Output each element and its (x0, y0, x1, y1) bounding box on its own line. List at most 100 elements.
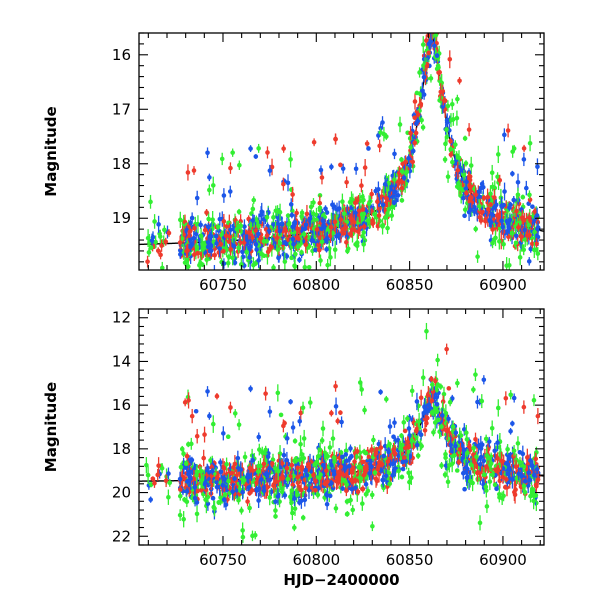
data-point (505, 229, 510, 234)
data-point (437, 70, 442, 75)
data-point (145, 259, 150, 264)
data-point (341, 211, 347, 216)
data-point (442, 472, 448, 478)
data-point (177, 512, 183, 518)
data-point (266, 228, 272, 234)
data-point (179, 236, 185, 241)
data-point (384, 134, 389, 139)
data-point (468, 163, 474, 168)
data-point (324, 492, 329, 498)
data-point (311, 139, 317, 145)
data-point (319, 438, 325, 443)
data-point (511, 197, 517, 203)
data-point (270, 457, 276, 463)
data-point (376, 441, 382, 447)
data-point (182, 400, 188, 405)
data-point (392, 151, 397, 157)
data-point (455, 96, 460, 102)
data-point (513, 240, 519, 246)
data-point (293, 251, 298, 257)
data-point (369, 492, 375, 498)
data-point (185, 170, 191, 175)
data-point (448, 117, 454, 123)
data-points (139, 33, 544, 270)
data-point (163, 239, 169, 245)
data-point (428, 76, 434, 81)
data-point (230, 150, 235, 155)
data-point (267, 409, 273, 414)
data-point (248, 146, 253, 151)
data-point (505, 128, 511, 133)
data-point (267, 168, 273, 173)
data-point (400, 466, 406, 472)
data-point (158, 252, 163, 258)
data-point (462, 486, 467, 492)
data-point (292, 219, 298, 225)
data-point (223, 233, 229, 239)
data-point (433, 378, 438, 384)
data-point (295, 462, 301, 467)
data-point (291, 241, 296, 247)
data-point (373, 476, 379, 482)
data-point (276, 253, 282, 259)
data-point (344, 458, 349, 464)
data-point (253, 228, 259, 234)
data-point (281, 452, 287, 458)
data-point (344, 179, 349, 185)
data-point (495, 174, 500, 180)
data-point (359, 387, 364, 392)
data-point (256, 146, 261, 151)
data-point (299, 250, 304, 255)
data-point (532, 247, 537, 253)
data-point (290, 425, 296, 430)
data-point (159, 243, 164, 248)
data-point (477, 520, 483, 526)
data-point (187, 229, 193, 235)
data-point (535, 251, 541, 256)
data-point (273, 499, 278, 504)
data-point (181, 451, 186, 457)
data-point (257, 447, 262, 452)
data-point (448, 152, 454, 157)
data-point (375, 199, 380, 205)
data-point (256, 223, 261, 229)
data-point (314, 217, 319, 223)
data-point (392, 189, 398, 195)
data-point (464, 190, 469, 196)
data-point (361, 230, 367, 235)
data-point (502, 189, 507, 194)
data-point (194, 195, 200, 201)
data-point (357, 208, 362, 214)
data-point (217, 216, 223, 222)
data-point (295, 244, 301, 250)
data-point (488, 191, 493, 197)
data-point (529, 241, 535, 247)
data-point (462, 207, 468, 212)
data-point (504, 452, 510, 458)
data-point (228, 247, 233, 252)
data-point (336, 206, 342, 211)
data-point (420, 88, 425, 94)
data-point (390, 473, 395, 478)
data-point (303, 485, 309, 491)
data-point (454, 468, 460, 473)
data-point (462, 213, 467, 219)
data-point (298, 441, 303, 447)
data-point (185, 264, 191, 269)
data-point (293, 458, 299, 463)
data-point (318, 167, 324, 173)
data-point (375, 223, 381, 229)
data-point (473, 192, 478, 198)
data-point (278, 412, 284, 418)
data-point (348, 231, 354, 237)
data-point (192, 225, 197, 231)
data-point (391, 434, 396, 440)
data-point (415, 112, 421, 117)
data-point (204, 257, 210, 263)
data-point (354, 240, 360, 245)
data-point (513, 233, 519, 239)
data-point (445, 103, 451, 109)
data-point (360, 207, 366, 212)
data-point (324, 236, 330, 241)
data-point (445, 174, 451, 180)
